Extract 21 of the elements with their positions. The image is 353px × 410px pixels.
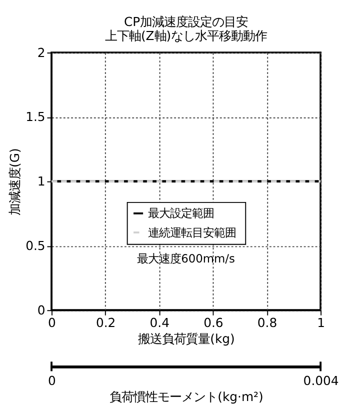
annotation: 最大速度600mm/s [137, 251, 236, 266]
x-tick-label: 0.8 [257, 314, 278, 330]
y-tick-label: 1.5 [26, 109, 46, 124]
x-axis-title: 搬送負荷質量(kg) [138, 331, 235, 346]
x-tick-label: 0.6 [204, 314, 224, 330]
x2-axis-title: 負荷慣性モーメント(kg·m²) [110, 389, 264, 404]
x-tick-label: 1 [317, 314, 325, 330]
y-tick-label: 0.5 [26, 238, 46, 254]
chart-subtitle: 上下軸(Z軸)なし水平移動動作 [104, 28, 268, 44]
x-tick-label: 0.2 [96, 314, 116, 330]
x-tick-label: 0 [48, 314, 56, 330]
x2-tick-label: 0.004 [303, 373, 339, 388]
chart-title: CP加減速度設定の目安 [124, 14, 248, 29]
x-tick-label: 0.4 [150, 314, 170, 330]
y-tick-label: 0 [37, 302, 46, 318]
x2-tick-label: 0 [48, 373, 56, 388]
legend-label: 連続運転目安範囲 [148, 225, 236, 240]
y-axis-title: 加減速度(G) [6, 148, 22, 216]
legend-label: 最大設定範囲 [148, 206, 214, 220]
y-tick-label: 2 [37, 44, 46, 60]
y-tick-label: 1 [37, 174, 46, 189]
